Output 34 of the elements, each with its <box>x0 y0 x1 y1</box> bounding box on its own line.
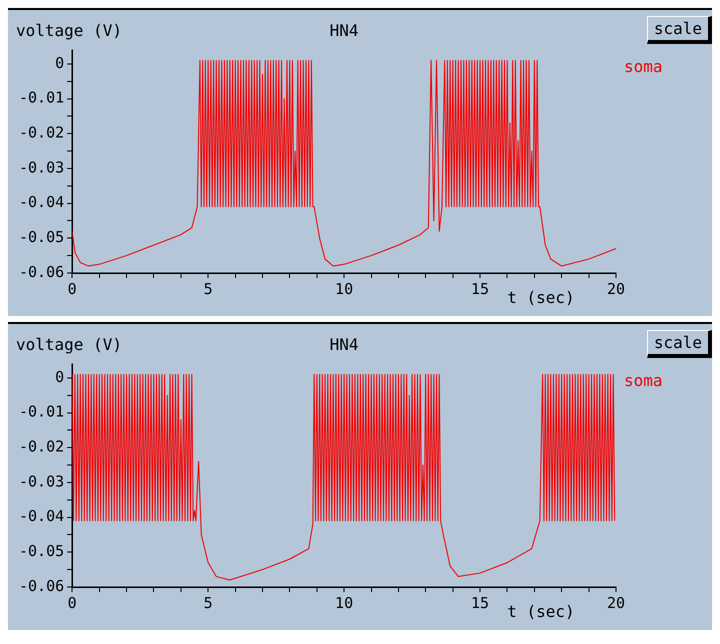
y-tick-label: 0 <box>55 368 64 386</box>
x-tick-label: 20 <box>606 594 626 612</box>
chart-title: HN4 <box>330 335 359 354</box>
y-tick-label: -0.06 <box>19 576 64 595</box>
y-axis-title: voltage (V) <box>16 335 122 354</box>
y-tick-label: -0.04 <box>19 507 64 526</box>
y-tick-label: -0.01 <box>19 88 64 107</box>
scale-button: scale <box>646 16 712 44</box>
series-label: soma <box>624 371 663 390</box>
x-tick-label: 10 <box>335 594 354 612</box>
scale-button: scale <box>646 330 712 358</box>
x-axis-title: t (sec) <box>507 602 575 622</box>
x-tick-label: 0 <box>68 280 77 298</box>
chart-title: HN4 <box>330 21 359 40</box>
y-tick-label: -0.05 <box>19 542 64 560</box>
y-tick-label: -0.01 <box>19 402 64 421</box>
y-tick-label: -0.03 <box>19 158 64 176</box>
text: soma <box>624 57 663 76</box>
y-tick-label: -0.02 <box>19 124 64 142</box>
y-tick-label: 0 <box>55 54 64 72</box>
x-tick-label: 0 <box>68 594 77 612</box>
x-tick-label: 10 <box>335 280 354 298</box>
y-axis-title: voltage (V) <box>16 21 122 40</box>
y-tick-label: -0.04 <box>19 193 64 212</box>
y-tick-label: -0.02 <box>19 438 64 456</box>
y-tick-label: -0.05 <box>19 228 64 246</box>
x-tick-label: 20 <box>606 280 626 298</box>
y-tick-label: -0.03 <box>19 472 64 490</box>
x-axis-title: t (sec) <box>507 288 575 308</box>
x-tick-label: 5 <box>204 594 213 612</box>
y-tick-label: -0.06 <box>19 262 64 281</box>
x-tick-label: 15 <box>471 594 490 612</box>
x-tick-label: 15 <box>471 280 490 298</box>
x-tick-label: 5 <box>204 280 213 298</box>
